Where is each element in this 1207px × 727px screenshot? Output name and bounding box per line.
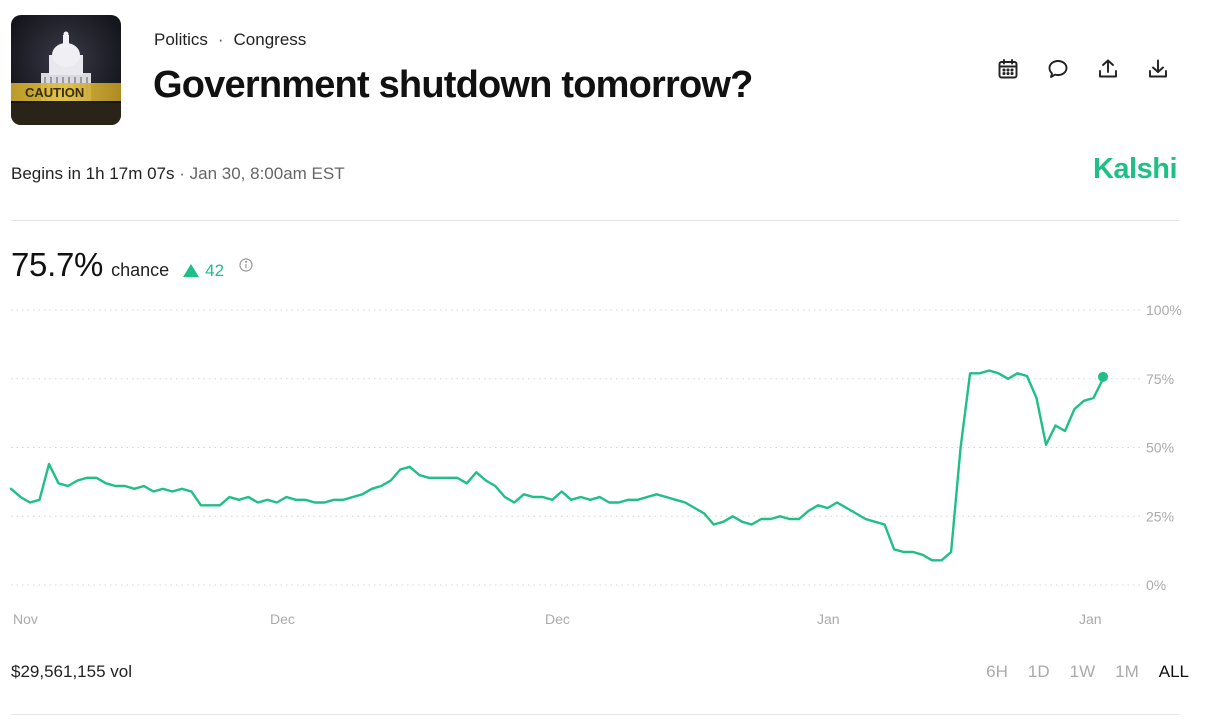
share-button[interactable]	[1096, 57, 1120, 81]
x-tick-label: Dec	[545, 611, 570, 627]
range-all[interactable]: ALL	[1158, 662, 1189, 681]
caution-tape-text: CAUTION	[25, 85, 84, 100]
download-button[interactable]	[1146, 57, 1170, 81]
y-tick-label: 100%	[1146, 302, 1182, 318]
y-tick-label: 75%	[1146, 371, 1174, 387]
calendar-button[interactable]	[996, 57, 1020, 81]
comment-button[interactable]	[1046, 57, 1070, 81]
range-1m[interactable]: 1M	[1115, 662, 1139, 681]
timing-separator: ·	[179, 164, 185, 183]
page-title: Government shutdown tomorrow?	[153, 64, 753, 106]
chance-delta-value: 42	[205, 261, 225, 280]
countdown-text: Begins in 1h 17m 07s	[11, 164, 175, 183]
subcategory-link[interactable]: Congress	[233, 30, 307, 49]
share-icon	[1099, 59, 1117, 78]
range-1d[interactable]: 1D	[1027, 662, 1050, 681]
current-value-dot	[1098, 371, 1108, 382]
info-icon[interactable]	[238, 257, 254, 273]
range-1w[interactable]: 1W	[1069, 662, 1096, 681]
event-date: Jan 30, 8:00am EST	[189, 164, 345, 183]
calendar-icon	[998, 59, 1018, 79]
x-tick-label: Nov	[13, 611, 38, 627]
download-icon	[1149, 59, 1167, 78]
x-tick-label: Jan	[817, 611, 840, 627]
y-tick-label: 25%	[1146, 508, 1174, 524]
event-timing: Begins in 1h 17m 07s · Jan 30, 8:00am ES…	[11, 164, 345, 184]
chance-label: chance	[111, 260, 170, 280]
y-tick-label: 50%	[1146, 440, 1174, 456]
breadcrumb: Politics · Congress	[154, 30, 306, 50]
probability-line	[9, 369, 1105, 562]
time-range-selector: 6H 1D 1W 1M ALL	[986, 662, 1189, 682]
probability-chart[interactable]: 100% 75% 50% 25% 0% Nov Dec Dec Jan Jan	[0, 295, 1207, 640]
action-toolbar	[996, 57, 1170, 81]
x-tick-label: Jan	[1079, 611, 1102, 627]
comment-icon	[1048, 60, 1068, 78]
chance-delta: 42	[183, 261, 224, 281]
odds-summary: 75.7% chance 42	[11, 246, 254, 284]
header-divider	[11, 220, 1179, 221]
x-tick-label: Dec	[270, 611, 295, 627]
capitol-caution-image: CAUTION	[11, 15, 121, 125]
volume-text: $29,561,155 vol	[11, 662, 132, 681]
chance-percent: 75.7%	[11, 246, 104, 283]
market-thumbnail: CAUTION	[11, 15, 121, 125]
kalshi-logo[interactable]: Kalshi	[1092, 153, 1178, 185]
range-6h[interactable]: 6H	[986, 662, 1008, 681]
category-link[interactable]: Politics	[154, 30, 208, 49]
up-triangle-icon	[183, 264, 200, 277]
breadcrumb-separator: ·	[217, 30, 224, 49]
y-tick-label: 0%	[1146, 577, 1166, 593]
footer-divider	[11, 714, 1179, 715]
